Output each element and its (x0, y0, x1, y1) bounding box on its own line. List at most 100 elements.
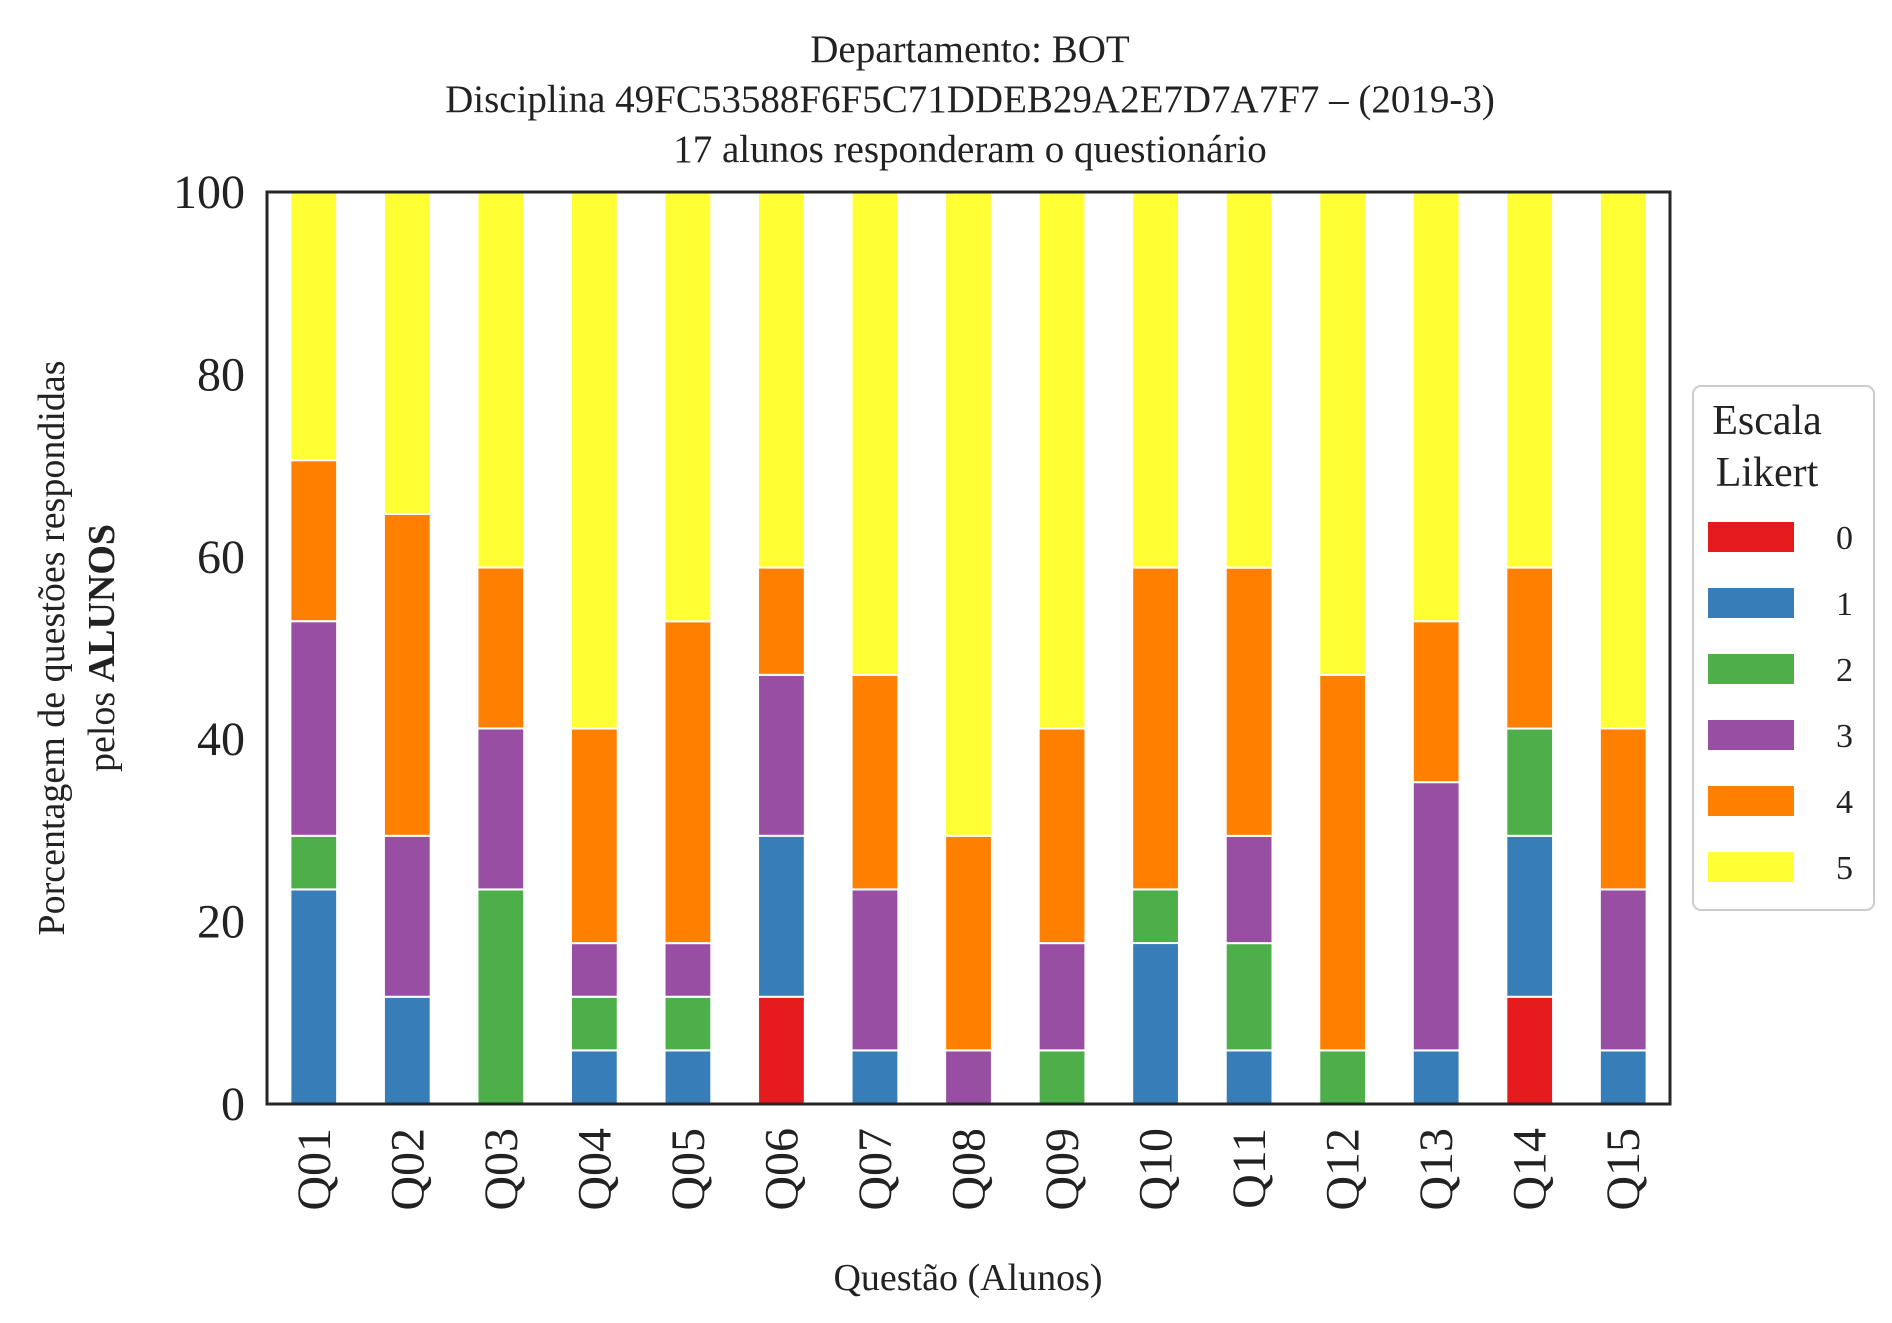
legend-label-5: 5 (1836, 850, 1853, 887)
legend-swatch-5 (1708, 852, 1794, 882)
bar-Q09-likert-5 (1037, 191, 1087, 730)
legend-swatch-0 (1708, 522, 1794, 552)
bar-Q05-likert-1 (663, 1049, 713, 1105)
bar-Q10-likert-2 (1131, 888, 1180, 945)
bar-Q11-likert-1 (1224, 1049, 1274, 1105)
bar-Q05-likert-4 (663, 620, 713, 945)
bar-Q07-likert-4 (850, 673, 900, 891)
bar-Q14-likert-5 (1505, 191, 1555, 569)
bar-Q04-likert-3 (569, 942, 619, 998)
bar-Q15-likert-3 (1598, 888, 1648, 1052)
y-axis-label-prefix: pelos (81, 682, 123, 772)
bar-Q01-likert-5 (289, 191, 339, 462)
legend-items: 0 1 2 3 4 5 (1708, 520, 1853, 887)
bar-Q15-likert-1 (1598, 1049, 1648, 1105)
bar-Q13-likert-1 (1411, 1049, 1461, 1105)
bar-Q08-likert-5 (944, 191, 993, 837)
bar-Q13-likert-4 (1411, 620, 1461, 784)
y-tick-label: 100 (173, 166, 245, 219)
bar-Q11-likert-5 (1224, 191, 1274, 569)
bar-Q05-likert-2 (663, 995, 713, 1052)
x-tick-label: Q06 (755, 1128, 808, 1211)
bar-Q09-likert-2 (1037, 1049, 1087, 1105)
x-tick-label: Q02 (381, 1128, 434, 1211)
bar-Q06-likert-4 (757, 566, 806, 676)
bar-Q04-likert-1 (569, 1049, 619, 1105)
x-tick-label: Q09 (1036, 1128, 1089, 1211)
x-tick-label: Q11 (1223, 1128, 1276, 1209)
bar-Q08-likert-3 (944, 1049, 993, 1105)
y-tick-label: 80 (197, 348, 245, 401)
legend-label-4: 4 (1836, 784, 1853, 821)
bar-Q03-likert-2 (476, 888, 526, 1105)
x-tick-label: Q04 (568, 1128, 621, 1211)
legend-swatch-3 (1708, 720, 1794, 750)
title-line-1: Departamento: BOT (810, 28, 1130, 71)
x-tick-label: Q05 (662, 1128, 715, 1211)
title-line-2: Disciplina 49FC53588F6F5C71DDEB29A2E7D7A… (445, 78, 1495, 121)
y-tick-label: 60 (197, 531, 245, 584)
bar-Q14-likert-4 (1505, 566, 1555, 730)
title-line-3: 17 alunos responderam o questionário (673, 128, 1267, 171)
bar-Q15-likert-4 (1598, 727, 1648, 891)
legend-swatch-2 (1708, 654, 1794, 684)
x-tick-label: Q14 (1504, 1128, 1557, 1211)
legend-label-1: 1 (1836, 586, 1853, 623)
bars-group (289, 190, 1648, 1106)
bar-Q02-likert-4 (382, 512, 432, 837)
legend-label-2: 2 (1836, 652, 1853, 689)
bar-Q04-likert-2 (569, 995, 619, 1052)
x-tick-label: Q03 (475, 1128, 528, 1211)
legend-label-3: 3 (1836, 718, 1853, 755)
y-axis-label-line-2: pelos ALUNOS (81, 524, 123, 772)
bar-Q11-likert-2 (1224, 942, 1274, 1052)
legend-swatch-1 (1708, 588, 1794, 618)
bar-Q01-likert-4 (289, 459, 339, 623)
bar-Q11-likert-3 (1224, 834, 1274, 945)
bar-Q15-likert-5 (1598, 191, 1648, 730)
legend: Escala Likert 0 1 2 3 4 5 (1692, 385, 1875, 911)
legend-swatch-4 (1708, 786, 1794, 816)
y-tick-label: 40 (197, 713, 245, 766)
bar-Q10-likert-1 (1131, 942, 1180, 1106)
bar-Q05-likert-5 (663, 191, 713, 623)
y-axis-ticks: 0 20 40 60 80 100 (173, 166, 245, 1131)
bar-Q13-likert-3 (1411, 781, 1461, 1052)
bar-Q10-likert-4 (1131, 566, 1180, 891)
legend-label-0: 0 (1836, 520, 1853, 557)
x-tick-label: Q01 (288, 1128, 341, 1211)
plot-frame (265, 190, 1672, 1106)
bar-Q01-likert-3 (289, 620, 339, 837)
legend-title-line-2: Likert (1716, 450, 1819, 496)
bar-Q09-likert-4 (1037, 727, 1087, 945)
x-tick-label: Q12 (1317, 1128, 1370, 1211)
bar-Q05-likert-3 (663, 942, 713, 998)
bar-Q01-likert-1 (289, 888, 339, 1105)
bar-Q06-likert-1 (757, 834, 806, 998)
bar-Q03-likert-4 (476, 566, 526, 730)
bar-Q02-likert-5 (382, 191, 432, 515)
bar-Q06-likert-0 (757, 995, 806, 1105)
bar-Q07-likert-1 (850, 1049, 900, 1105)
bar-Q01-likert-2 (289, 834, 339, 891)
x-tick-label: Q08 (943, 1128, 996, 1211)
y-axis-label-bold: ALUNOS (81, 524, 123, 682)
bar-Q02-likert-3 (382, 834, 432, 998)
x-tick-label: Q13 (1410, 1128, 1463, 1211)
bar-Q14-likert-2 (1505, 727, 1555, 837)
bar-Q07-likert-5 (850, 191, 900, 676)
legend-title-line-1: Escala (1712, 398, 1822, 444)
bar-Q12-likert-5 (1318, 191, 1368, 676)
bar-Q06-likert-3 (757, 673, 806, 837)
bar-Q14-likert-1 (1505, 834, 1555, 998)
bar-Q08-likert-4 (944, 834, 993, 1052)
bar-Q04-likert-5 (569, 191, 619, 730)
y-tick-label: 0 (221, 1078, 245, 1131)
x-tick-label: Q15 (1597, 1128, 1650, 1211)
bar-Q09-likert-3 (1037, 942, 1087, 1052)
x-axis-ticks: Q01 Q02 Q03 Q04 Q05 Q06 Q07 Q08 Q09 Q10 Q11 Q12 Q13 Q… (288, 1128, 1650, 1211)
y-axis-label-line-1: Porcentagem de questões respondidas (31, 360, 73, 935)
bar-Q10-likert-5 (1131, 191, 1180, 569)
bar-Q12-likert-4 (1318, 673, 1368, 1052)
